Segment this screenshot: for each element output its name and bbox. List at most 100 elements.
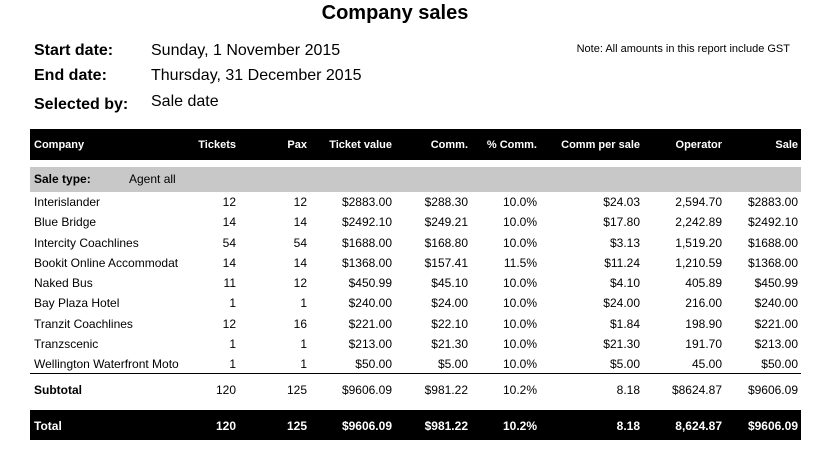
tickets-cell: 1 xyxy=(229,337,236,352)
total-tickets: 120 xyxy=(215,419,236,433)
sale-type-group-header: Sale type: Agent all xyxy=(30,167,801,192)
comm-cell: $288.30 xyxy=(424,195,468,209)
company-cell: Intercity Coachlines xyxy=(34,235,139,250)
sale-cell: $450.99 xyxy=(754,276,798,291)
sale-cell: $221.00 xyxy=(754,316,798,331)
tickets-cell: 11 xyxy=(223,276,236,291)
gst-note: Note: All amounts in this report include… xyxy=(576,43,790,55)
total-row: Total 120 125 $9606.09 $981.22 10.2% 8.1… xyxy=(30,410,801,440)
sale-cell: $1368.00 xyxy=(747,255,798,270)
sale-type-value: Agent all xyxy=(129,172,176,186)
ticket-value-cell: $240.00 xyxy=(348,296,392,311)
total-operator: 8,624.87 xyxy=(675,419,722,433)
comm-cell: $157.41 xyxy=(424,255,468,270)
pax-cell: 12 xyxy=(293,195,307,209)
start-date-label: Start date: xyxy=(34,42,114,59)
comm-per-sale-cell: $4.10 xyxy=(609,276,640,291)
table-row: Tranzit Coachlines 12 16 $221.00 $22.10 10.0%… xyxy=(30,314,801,334)
pct-comm-cell: 10.0% xyxy=(502,195,537,209)
company-cell: Tranzit Coachlines xyxy=(34,316,133,331)
sale-cell: $213.00 xyxy=(754,337,798,352)
pct-comm-cell: 10.0% xyxy=(502,296,537,311)
table-row: Naked Bus 11 12 $450.99 $45.10 10.0% $4.10 405.… xyxy=(30,273,801,293)
subtotal-comm-per-sale: 8.18 xyxy=(616,383,640,397)
tickets-cell: 1 xyxy=(229,296,236,311)
comm-per-sale-cell: $3.13 xyxy=(609,235,640,250)
company-cell: Wellington Waterfront Moto xyxy=(34,357,179,372)
comm-cell: $24.00 xyxy=(431,296,468,311)
pax-cell: 1 xyxy=(300,357,307,372)
comm-cell: $45.10 xyxy=(431,276,468,291)
comm-cell: $22.10 xyxy=(431,316,468,331)
total-ticket-value: $9606.09 xyxy=(341,419,392,433)
total-label: Total xyxy=(34,419,62,433)
company-cell: Bookit Online Accommodat xyxy=(34,255,179,270)
table-row: Interislander 12 12 $2883.00 $288.30 10.0% $24… xyxy=(30,192,801,212)
operator-cell: 191.70 xyxy=(685,337,722,352)
sale-cell: $50.00 xyxy=(761,357,798,372)
pct-comm-cell: 10.0% xyxy=(502,235,537,250)
tickets-cell: 54 xyxy=(222,235,236,250)
company-cell: Naked Bus xyxy=(34,276,93,291)
comm-cell: $168.80 xyxy=(424,235,468,250)
sale-cell: $2492.10 xyxy=(747,215,798,230)
sale-cell: $2883.00 xyxy=(747,195,798,209)
subtotal-pct-comm: 10.2% xyxy=(502,383,537,397)
comm-per-sale-cell: $1.84 xyxy=(609,316,640,331)
comm-per-sale-cell: $21.30 xyxy=(603,337,640,352)
sale-type-label: Sale type: xyxy=(34,172,91,186)
comm-cell: $5.00 xyxy=(437,357,468,372)
company-cell: Blue Bridge xyxy=(34,215,97,230)
operator-cell: 1,519.20 xyxy=(675,235,722,250)
selected-by-label: Selected by: xyxy=(34,96,129,113)
tickets-cell: 12 xyxy=(222,316,236,331)
pct-comm-cell: 11.5% xyxy=(503,255,537,270)
subtotal-sale: $9606.09 xyxy=(747,383,798,397)
ticket-value-cell: $50.00 xyxy=(355,357,392,372)
table-row: Bay Plaza Hotel 1 1 $240.00 $24.00 10.0% $24.0… xyxy=(30,293,801,313)
col-pax: Pax xyxy=(287,139,307,151)
pax-cell: 14 xyxy=(293,215,307,230)
table-row: Bookit Online Accommodat 14 14 $1368.00 $157… xyxy=(30,253,801,273)
selected-by-value: Sale date xyxy=(151,93,219,110)
pax-cell: 14 xyxy=(293,255,307,270)
comm-per-sale-cell: $5.00 xyxy=(609,357,640,372)
operator-cell: 405.89 xyxy=(685,276,722,291)
subtotal-tickets: 120 xyxy=(215,383,236,397)
report-title: Company sales xyxy=(321,2,469,24)
ticket-value-cell: $450.99 xyxy=(348,276,392,291)
col-sale: Sale xyxy=(775,139,798,151)
pax-cell: 12 xyxy=(293,276,307,291)
total-comm-per-sale: 8.18 xyxy=(616,419,640,433)
ticket-value-cell: $213.00 xyxy=(348,337,392,352)
ticket-value-cell: $2883.00 xyxy=(341,195,392,209)
subtotal-row: Subtotal 120 125 $9606.09 $981.22 10.2% … xyxy=(30,373,801,404)
table-header: Company Tickets Pax Ticket value Comm. %… xyxy=(30,129,801,160)
table-row: Intercity Coachlines 54 54 $1688.00 $168.80 1… xyxy=(30,233,801,253)
comm-per-sale-cell: $24.00 xyxy=(603,296,640,311)
table-body: Interislander 12 12 $2883.00 $288.30 10.0% $24… xyxy=(30,192,801,375)
operator-cell: 1,210.59 xyxy=(675,255,722,270)
comm-cell: $249.21 xyxy=(424,215,468,230)
company-cell: Bay Plaza Hotel xyxy=(34,296,120,311)
ticket-value-cell: $221.00 xyxy=(348,316,392,331)
operator-cell: 45.00 xyxy=(691,357,722,372)
col-comm-per-sale: Comm per sale xyxy=(561,139,640,151)
table-row: Wellington Waterfront Moto 1 1 $50.00 $5.00 1… xyxy=(30,354,801,374)
tickets-cell: 1 xyxy=(229,357,236,372)
total-comm: $981.22 xyxy=(424,419,468,433)
pax-cell: 1 xyxy=(300,337,307,352)
col-tickets: Tickets xyxy=(198,139,236,151)
subtotal-ticket-value: $9606.09 xyxy=(341,383,392,397)
comm-per-sale-cell: $11.24 xyxy=(604,255,640,270)
pax-cell: 1 xyxy=(300,296,307,311)
comm-per-sale-cell: $17.80 xyxy=(603,215,640,230)
company-cell: Interislander xyxy=(34,195,101,209)
pct-comm-cell: 10.0% xyxy=(502,316,537,331)
col-operator: Operator xyxy=(675,139,722,151)
ticket-value-cell: $1368.00 xyxy=(341,255,392,270)
comm-cell: $21.30 xyxy=(431,337,468,352)
sale-cell: $240.00 xyxy=(754,296,798,311)
pct-comm-cell: 10.0% xyxy=(502,276,537,291)
end-date-label: End date: xyxy=(34,67,107,84)
